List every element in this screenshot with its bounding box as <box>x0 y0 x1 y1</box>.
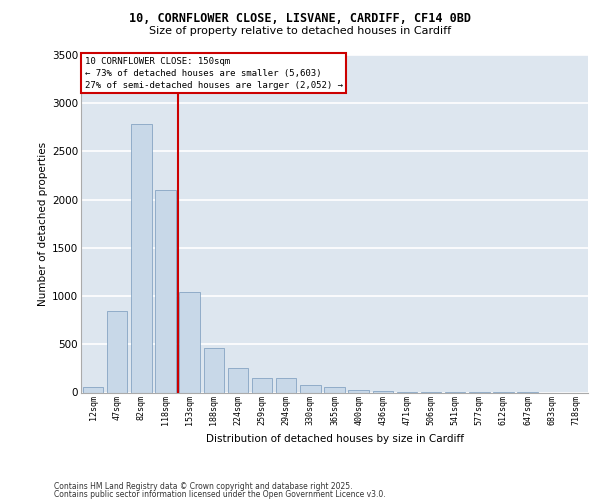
Bar <box>107 310 127 392</box>
Bar <box>155 190 176 392</box>
Bar <box>131 124 152 392</box>
Text: 10, CORNFLOWER CLOSE, LISVANE, CARDIFF, CF14 0BD: 10, CORNFLOWER CLOSE, LISVANE, CARDIFF, … <box>129 12 471 26</box>
Bar <box>227 368 248 392</box>
Bar <box>203 348 224 393</box>
Bar <box>83 387 103 392</box>
Bar <box>300 386 320 392</box>
Text: Contains public sector information licensed under the Open Government Licence v3: Contains public sector information licen… <box>54 490 386 499</box>
Bar <box>324 386 345 392</box>
Y-axis label: Number of detached properties: Number of detached properties <box>38 142 48 306</box>
Text: 10 CORNFLOWER CLOSE: 150sqm
← 73% of detached houses are smaller (5,603)
27% of : 10 CORNFLOWER CLOSE: 150sqm ← 73% of det… <box>85 57 343 90</box>
Bar <box>349 390 369 392</box>
Text: Contains HM Land Registry data © Crown copyright and database right 2025.: Contains HM Land Registry data © Crown c… <box>54 482 353 491</box>
Bar <box>252 378 272 392</box>
Bar <box>276 378 296 392</box>
Text: Size of property relative to detached houses in Cardiff: Size of property relative to detached ho… <box>149 26 451 36</box>
Bar <box>373 391 393 392</box>
Bar <box>179 292 200 392</box>
X-axis label: Distribution of detached houses by size in Cardiff: Distribution of detached houses by size … <box>205 434 464 444</box>
